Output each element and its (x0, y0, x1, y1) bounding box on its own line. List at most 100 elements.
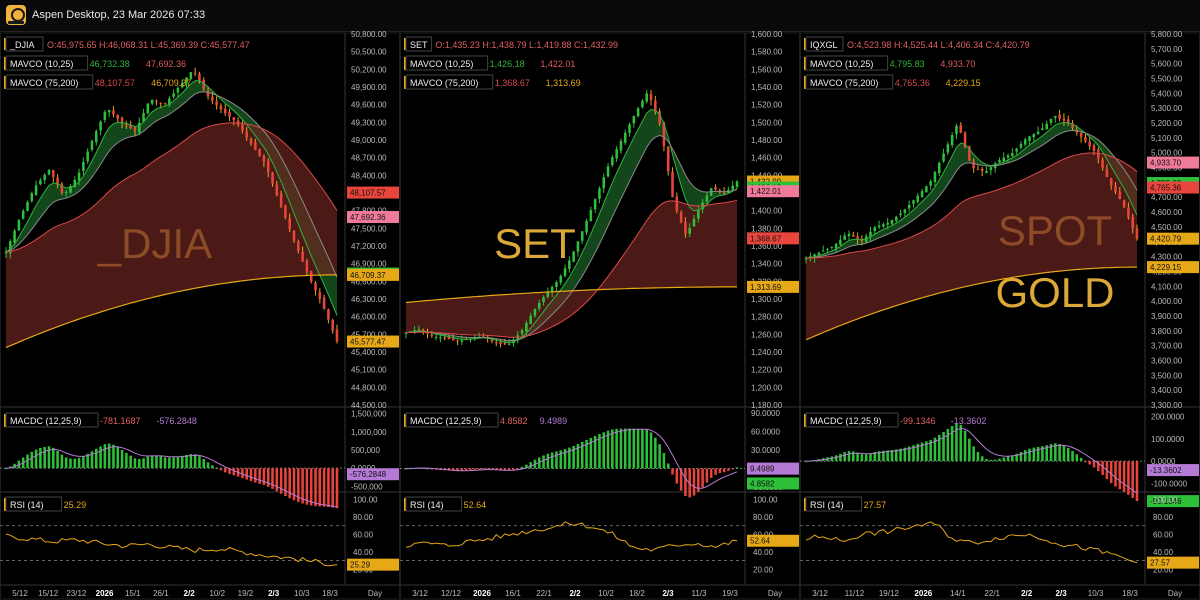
ma-slow-ribbon (806, 152, 1137, 340)
macd-bar (873, 452, 877, 462)
symbol-box[interactable] (405, 36, 432, 52)
candle (163, 102, 167, 104)
candle (555, 282, 558, 288)
candle (632, 116, 636, 124)
macd-bar (279, 468, 283, 494)
price-tick-label: 3,500.00 (1151, 371, 1183, 380)
macd-bar (955, 423, 958, 462)
macd-bar (1028, 448, 1031, 462)
candle (47, 169, 51, 175)
macd-bar (882, 450, 885, 462)
legend-label: RSI (14) (810, 500, 844, 510)
candle (417, 329, 421, 331)
macd-bar (886, 450, 889, 462)
macd-bar (701, 468, 704, 488)
legend-value: 25.29 (64, 500, 87, 510)
candle (146, 103, 150, 114)
ma75-line (805, 152, 1138, 259)
legend-box[interactable] (405, 74, 494, 90)
date-tick-label: 3/12 (412, 589, 428, 598)
macd-tag (1147, 464, 1199, 477)
macd-bar (30, 451, 34, 469)
legend-value: 4.8582 (500, 416, 528, 426)
macd-bar (1023, 450, 1027, 462)
macd-bar (150, 455, 154, 469)
macd-bar (899, 448, 902, 462)
legend-label: MAVCO (75,200) (810, 78, 878, 88)
candle (288, 218, 291, 230)
symbol-box[interactable] (805, 36, 844, 52)
candle (907, 204, 911, 209)
candle (1058, 114, 1061, 119)
candle (271, 172, 274, 184)
macd-bar (176, 456, 180, 469)
date-tick-label: 10/3 (294, 589, 310, 598)
legend-label: MACDC (12,25,9) (810, 416, 882, 426)
legend-box[interactable] (5, 496, 63, 512)
macd-bar (1118, 461, 1122, 490)
candle (937, 162, 941, 174)
macd-bar (598, 434, 601, 469)
macd-tick-label: 500,000 (351, 446, 380, 455)
price-tag-label: 1,368.67 (750, 234, 782, 243)
legend-box[interactable] (405, 55, 489, 71)
candle (735, 181, 739, 187)
candle (817, 252, 821, 255)
symbol-box[interactable] (5, 36, 44, 52)
macd-bar (1058, 444, 1061, 462)
candle (989, 167, 993, 171)
candle (602, 177, 606, 189)
candle (671, 171, 674, 197)
candle (206, 90, 210, 97)
price-tick-label: 5,200.00 (1151, 119, 1183, 128)
candle (17, 220, 21, 231)
legend-box[interactable] (5, 55, 89, 71)
panel-djia[interactable]: _DJIA 50,800.00 50,500.00 50,200.00 49,900.0… (0, 30, 400, 600)
candle (1079, 132, 1083, 138)
date-tick-label: 2/3 (268, 589, 280, 598)
macd-bar (907, 446, 911, 462)
legend-box[interactable] (405, 412, 499, 428)
panel-iqxgl[interactable]: SPOTGOLD5,800.005,700.005,600.005,500.00… (800, 30, 1200, 600)
legend-box[interactable] (805, 496, 863, 512)
candle (103, 111, 107, 120)
rsi-line (5, 533, 338, 567)
macd-bar (623, 428, 627, 469)
legend-box[interactable] (805, 55, 889, 71)
candle (1097, 149, 1100, 159)
macd-bar (90, 451, 94, 469)
panel-set[interactable]: SET 1,600.00 1,580.00 1,560.00 1,540.00 1,520… (400, 30, 800, 600)
candle (679, 212, 683, 223)
legend-box[interactable] (5, 74, 94, 90)
candle (839, 239, 842, 245)
candle (916, 195, 920, 202)
date-tick-label: 2/2 (184, 589, 196, 598)
macd-tick-label: 200.0000 (1151, 413, 1185, 422)
macd-bar (735, 467, 739, 469)
candle (223, 108, 227, 114)
macd-bar (404, 468, 408, 470)
macd-bar (843, 452, 846, 462)
app-logo-icon[interactable] (6, 5, 26, 25)
legend-box[interactable] (805, 74, 894, 90)
macd-tick-label: -500,000 (351, 482, 383, 491)
candle (593, 199, 597, 210)
macd-bar (611, 429, 614, 469)
macd-bar (56, 450, 59, 469)
candle (1131, 217, 1134, 229)
legend-box[interactable] (405, 496, 463, 512)
macd-bar (864, 454, 868, 462)
candle (189, 72, 193, 80)
macd-bar (641, 429, 644, 469)
legend-value: -13.3602 (951, 416, 987, 426)
legend-marker (4, 38, 6, 50)
legend-box[interactable] (5, 412, 99, 428)
macd-bar (116, 447, 120, 469)
macd-bar (615, 428, 618, 469)
candle (1036, 131, 1040, 135)
legend-box[interactable] (805, 412, 899, 428)
macd-bar (834, 455, 838, 462)
rsi-tag-label: 27.57 (1150, 559, 1171, 568)
price-tick-label: 4,100.00 (1151, 282, 1183, 291)
